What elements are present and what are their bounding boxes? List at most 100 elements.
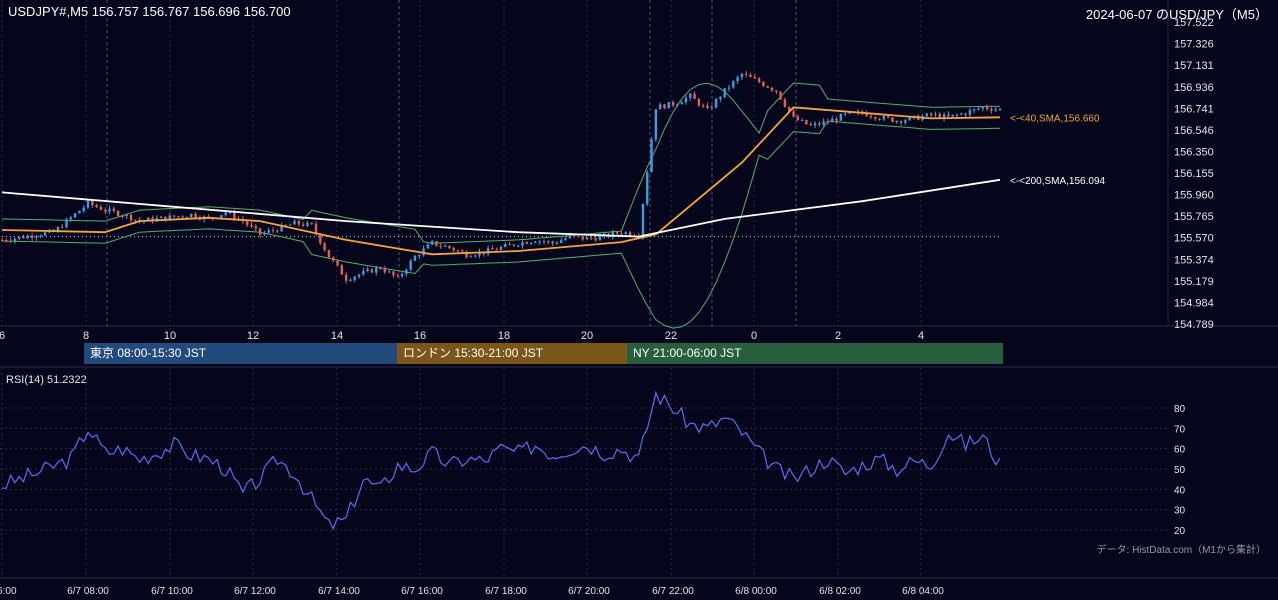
candle-body: [646, 172, 649, 205]
candle-body: [112, 208, 116, 211]
candle-body: [663, 104, 666, 109]
y-tick-label: 155.570: [1174, 233, 1214, 245]
x-time-tick-label: 6/8 04:00: [902, 586, 944, 597]
candle-body: [319, 233, 322, 244]
candle-body: [658, 104, 662, 110]
candle-body: [977, 108, 980, 110]
rsi-panel: 80 70 60 50 40 30 20: [0, 390, 1186, 537]
candle-body: [848, 112, 851, 114]
candle-body: [628, 232, 632, 236]
candle-body: [762, 82, 765, 87]
candle-body: [228, 212, 232, 214]
candle-body: [104, 209, 107, 212]
candle-body: [504, 244, 507, 247]
candle-body: [422, 248, 425, 256]
candle-body: [813, 123, 817, 126]
candle-body: [344, 274, 348, 281]
x-time-tick-label: 6/8 02:00: [819, 586, 861, 597]
candle-body: [714, 99, 718, 108]
candle-body: [310, 222, 313, 224]
candle-body: [134, 219, 137, 221]
candle-body: [529, 242, 533, 244]
candle-body: [598, 236, 602, 241]
candle-body: [577, 235, 580, 237]
candle-body: [254, 226, 258, 229]
rsi-y-tick-label: 60: [1174, 445, 1186, 456]
candle-body: [289, 224, 292, 226]
x-hour-tick-label: 16: [414, 330, 426, 342]
candle-body: [448, 245, 451, 248]
session-tokyo: 東京 08:00-15:30 JST: [84, 343, 397, 364]
candle-body: [426, 244, 430, 249]
candle-body: [590, 237, 593, 239]
x-time-tick-label: 06:00: [0, 586, 17, 597]
x-hour-tick-label: 8: [83, 330, 89, 342]
candle-body: [585, 237, 589, 240]
x-time-tick-label: 6/7 08:00: [67, 586, 109, 597]
x-hour-tick-label: 6: [0, 330, 5, 342]
candle-body: [895, 121, 898, 123]
candle-body: [960, 113, 963, 115]
candle-body: [69, 217, 73, 220]
candle-body: [512, 244, 516, 246]
candle-body: [22, 236, 25, 239]
candle-body: [190, 213, 193, 218]
candle-body: [689, 93, 692, 98]
rsi-y-tick-label: 70: [1174, 424, 1186, 435]
bollinger-lower: [1, 120, 1001, 329]
candle-body: [929, 113, 933, 115]
x-time-tick-label: 6/7 18:00: [485, 586, 527, 597]
candle-body: [882, 115, 886, 120]
candle-body: [314, 223, 318, 234]
candle-body: [353, 276, 356, 280]
candle-body: [370, 269, 374, 273]
candle-body: [641, 204, 645, 238]
candle-body: [572, 235, 576, 237]
candle-body: [336, 260, 339, 266]
y-tick-label: 155.179: [1174, 276, 1214, 288]
x-time-tick-label: 6/7 16:00: [401, 586, 443, 597]
candle-body: [392, 271, 395, 276]
candle-body: [594, 238, 597, 241]
candle-body: [121, 216, 124, 218]
grid-lines: [0, 0, 1278, 579]
candle-body: [886, 115, 890, 118]
candle-body: [271, 230, 275, 232]
candle-body: [108, 208, 111, 212]
candle-body: [418, 255, 421, 257]
candle-body: [430, 241, 434, 245]
candle-body: [740, 73, 744, 78]
candle-body: [486, 248, 490, 254]
candle-body: [443, 245, 447, 247]
candle-body: [327, 250, 331, 258]
candle-body: [800, 119, 804, 121]
candle-body: [839, 114, 843, 121]
candle-body: [172, 215, 176, 217]
candle-body: [400, 273, 404, 277]
candle-body: [551, 241, 554, 244]
candle-body: [732, 81, 735, 88]
y-tick-label: 156.546: [1174, 125, 1214, 137]
candle-body: [129, 214, 133, 221]
candle-body: [301, 224, 305, 226]
candle-body: [611, 232, 615, 237]
candle-body: [375, 267, 378, 273]
bollinger-upper: [1, 82, 1001, 244]
candle-body: [297, 220, 301, 225]
candle-body: [968, 110, 972, 115]
candle-body: [159, 216, 163, 219]
candle-body: [796, 116, 800, 121]
candle-body: [465, 251, 468, 258]
x-hour-tick-label: 12: [247, 330, 259, 342]
candle-body: [340, 265, 344, 275]
candle-body: [542, 241, 546, 243]
y-tick-label: 157.131: [1174, 60, 1214, 72]
candle-body: [938, 114, 941, 119]
candle-body: [387, 271, 391, 273]
candle-body: [564, 238, 567, 241]
candle-body: [250, 224, 253, 227]
candle-body: [620, 233, 623, 235]
candle-body: [56, 227, 60, 232]
y-tick-label: 154.789: [1174, 319, 1214, 331]
candle-body: [5, 239, 8, 241]
